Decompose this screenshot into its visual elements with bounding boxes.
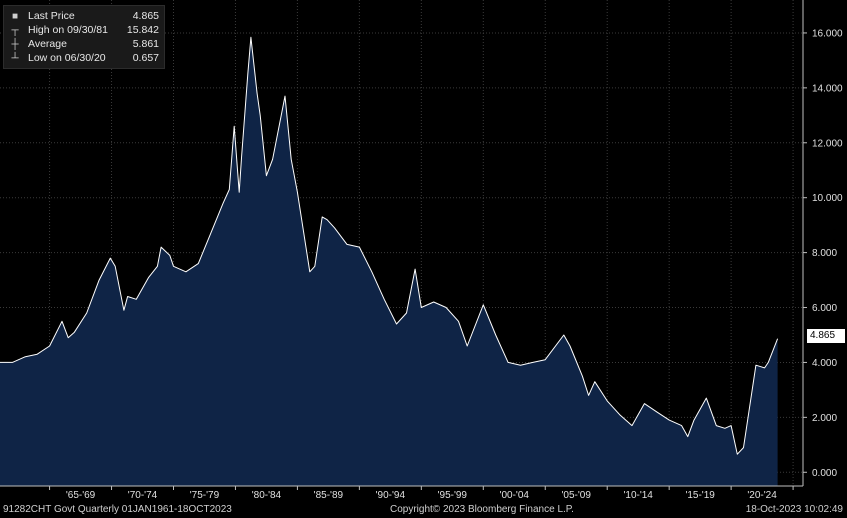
x-tick-label: '90-'94 (376, 490, 406, 501)
y-tick-label: 8.000 (812, 248, 837, 259)
x-tick-label: '65-'69 (66, 490, 96, 501)
price-series (0, 36, 779, 487)
y-tick-label: 10.000 (812, 193, 843, 204)
low-marker-icon: ┴ (11, 53, 19, 64)
legend-item-low: ┴ Low on 06/30/20 0.657 (4, 52, 164, 65)
average-marker-icon: ┼ (11, 39, 19, 50)
y-tick-label: 16.000 (812, 28, 843, 39)
y-tick-label: 14.000 (812, 83, 843, 94)
legend-item-average: ┼ Average 5.861 (4, 38, 164, 51)
legend-value: 15.842 (126, 24, 159, 36)
legend-label: High on 09/30/81 (28, 24, 108, 36)
y-tick-label: 6.000 (812, 303, 837, 314)
high-marker-icon: ┬ (11, 25, 19, 36)
series-area (0, 37, 778, 487)
x-tick-label: '80-'84 (252, 490, 282, 501)
filled-square-icon: ■ (11, 11, 19, 22)
axes: 0.000 2.000 4.000 6.000 8.000 10.000 12.000 14.… (0, 0, 843, 501)
legend-value: 4.865 (132, 10, 159, 22)
x-tick-label: '85-'89 (314, 490, 344, 501)
x-tick-label: '10-'14 (623, 490, 653, 501)
y-tick-label: 0.000 (812, 468, 837, 479)
y-tick-label: 12.000 (812, 138, 843, 149)
grid-lines (0, 0, 803, 486)
legend-label: Last Price (28, 10, 75, 22)
legend-value: 0.657 (132, 52, 159, 64)
footer-ticker: 91282CHT Govt Quarterly 01JAN1961-18OCT2… (3, 504, 232, 515)
series-line (0, 36, 779, 455)
legend-item-last-price: ■ Last Price 4.865 (4, 10, 164, 23)
y-tick-label: 4.000 (812, 358, 837, 369)
legend-value: 5.861 (132, 38, 159, 50)
x-tick-label: '00-'04 (500, 490, 530, 501)
footer-timestamp: 18-Oct-2023 10:02:49 (745, 504, 843, 515)
legend-label: Low on 06/30/20 (28, 52, 106, 64)
x-tick-label: '75-'79 (190, 490, 220, 501)
y-tick-label: 2.000 (812, 413, 837, 424)
legend-label: Average (28, 38, 67, 50)
last-price-tag: 4.865 (807, 329, 845, 343)
x-tick-label: '95-'99 (438, 490, 468, 501)
x-tick-label: '20-'24 (747, 490, 777, 501)
x-tick-label: '15-'19 (685, 490, 715, 501)
footer-copyright: Copyright© 2023 Bloomberg Finance L.P. (390, 504, 574, 515)
legend-item-high: ┬ High on 09/30/81 15.842 (4, 24, 164, 37)
legend: ■ Last Price 4.865 ┬ High on 09/30/81 15… (3, 5, 165, 69)
x-tick-label: '70-'74 (128, 490, 158, 501)
x-tick-label: '05-'09 (562, 490, 592, 501)
